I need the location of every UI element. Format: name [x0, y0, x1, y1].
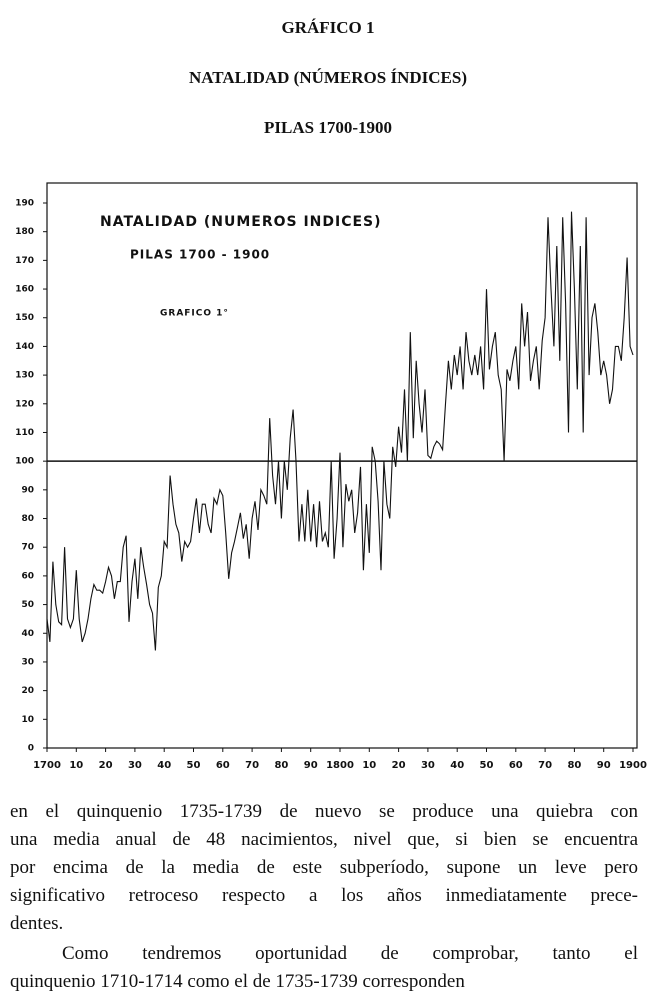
x-tick-label: 40 [157, 760, 171, 771]
y-tick-label: 180 [15, 227, 34, 237]
y-tick-label: 190 [15, 199, 34, 209]
x-tick-label: 90 [304, 760, 318, 771]
text-line: por encima de la media de este subperíod… [10, 857, 638, 878]
header-line: GRÁFICO 1 [281, 18, 375, 37]
y-tick-label: 70 [21, 543, 34, 553]
data-line [46, 211, 634, 651]
y-tick-label: 90 [21, 485, 34, 495]
header-line: PILAS 1700-1900 [264, 118, 392, 137]
annotation: GRAFICO 1° [160, 309, 229, 319]
y-tick-label: 20 [21, 686, 34, 696]
x-tick-label: 90 [597, 760, 611, 771]
annotation: PILAS 1700 - 1900 [130, 248, 270, 262]
y-tick-label: 150 [15, 313, 34, 323]
y-tick-label: 0 [28, 744, 34, 754]
x-tick-label: 40 [450, 760, 464, 771]
plot-frame [46, 182, 638, 749]
y-tick-label: 120 [15, 399, 34, 409]
x-tick-label: 80 [274, 760, 288, 771]
x-tick-label: 10 [362, 760, 376, 771]
x-tick-label: 50 [480, 760, 494, 771]
text-line: quinquenio 1710-1714 como el de 1735-173… [10, 971, 465, 992]
y-tick-label: 10 [21, 715, 34, 725]
x-tick-label: 20 [99, 760, 113, 771]
x-tick-label: 10 [69, 760, 83, 771]
header-line: NATALIDAD (NÚMEROS ÍNDICES) [188, 68, 467, 87]
x-tick-label: 80 [567, 760, 581, 771]
y-tick-label: 140 [15, 342, 34, 352]
y-tick-label: 170 [15, 256, 34, 266]
y-tick-label: 30 [21, 657, 34, 667]
x-tick-label: 60 [216, 760, 230, 771]
x-tick-label: 70 [538, 760, 552, 771]
x-tick-label: 20 [392, 760, 406, 771]
x-tick-label: 1900 [619, 760, 647, 771]
x-tick-label: 1700 [33, 760, 61, 771]
x-tick-label: 30 [128, 760, 142, 771]
x-tick-label: 30 [421, 760, 435, 771]
x-tick-label: 50 [187, 760, 201, 771]
chart: 0 10 20 30 40 50 60 70 80 90 100 110 120 130 140 150 160… [15, 182, 647, 771]
x-tick-label: 60 [509, 760, 523, 771]
y-tick-label: 110 [15, 428, 34, 438]
y-tick-label: 60 [21, 571, 34, 581]
y-tick-label: 100 [15, 457, 34, 467]
y-tick-label: 160 [15, 285, 34, 295]
x-tick-label: 1800 [326, 760, 354, 771]
x-tick-label: 70 [245, 760, 259, 771]
y-tick-label: 40 [21, 629, 34, 639]
text-line: dentes. [10, 913, 64, 934]
annotation: NATALIDAD (NUMEROS INDICES) [100, 214, 382, 230]
text-line: Como tendremos oportunidad de comprobar,… [62, 943, 638, 964]
text-line: significativo retroceso respecto a los a… [10, 885, 638, 906]
y-tick-label: 80 [21, 514, 34, 524]
text-line: una media anual de 48 nacimientos, nivel… [10, 829, 638, 850]
y-tick-label: 50 [21, 600, 34, 610]
text-line: en el quinquenio 1735-1739 de nuevo se p… [10, 801, 638, 822]
y-tick-label: 130 [15, 371, 34, 381]
